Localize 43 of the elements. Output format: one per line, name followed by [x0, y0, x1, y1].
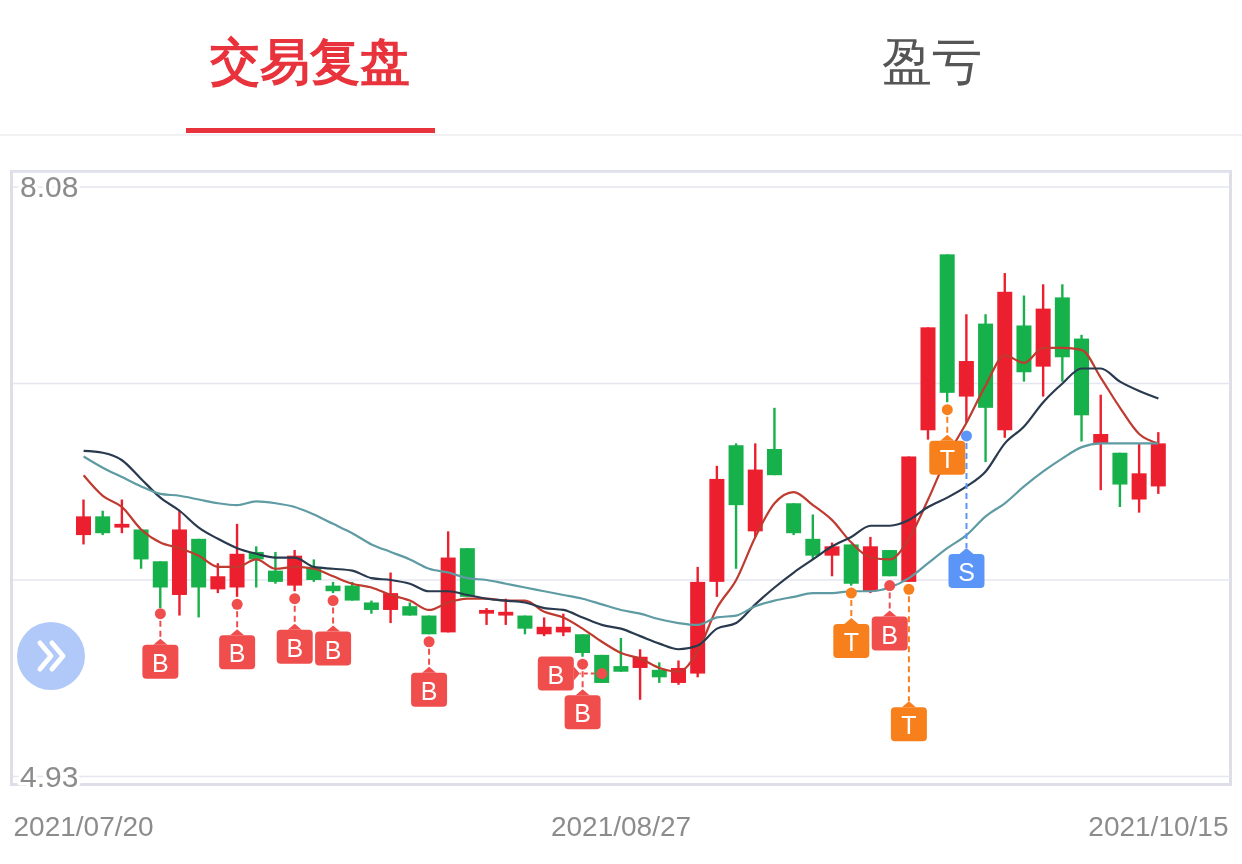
data-label: T: [843, 628, 859, 657]
data-label: B: [152, 648, 169, 677]
point: [941, 404, 953, 416]
candlestick: [651, 661, 667, 685]
data-label: B: [228, 639, 246, 668]
candlestick: [76, 498, 91, 546]
x-tick-label: 2021/10/15: [1088, 810, 1229, 842]
point: [231, 598, 243, 610]
data-label: B: [420, 676, 438, 705]
x-tick-label: 2021/08/27: [550, 810, 692, 842]
data-label: B: [324, 635, 342, 664]
point: [154, 608, 166, 620]
candlestick: [114, 498, 130, 535]
data-label: B: [574, 699, 591, 728]
data-label: T: [939, 444, 955, 473]
point: [289, 593, 301, 605]
candlestick: [344, 580, 360, 602]
data-label: B: [881, 620, 899, 649]
candlestick: [210, 561, 226, 595]
candlestick: [536, 616, 552, 638]
point: [884, 580, 896, 592]
point: [327, 595, 339, 607]
candlestick: [267, 550, 283, 585]
text: 盈亏: [881, 32, 983, 93]
data-label: T: [901, 711, 917, 740]
candlestick: [575, 633, 591, 658]
point: [960, 430, 972, 442]
data-label: S: [958, 557, 975, 586]
candlestick: [613, 636, 629, 673]
y-tick-label: 8.08: [20, 170, 79, 204]
candlestick: [805, 513, 821, 561]
data-label: B: [286, 633, 304, 662]
point: [845, 587, 857, 599]
point: [903, 583, 915, 595]
data-label: B: [547, 660, 565, 689]
candlestick: [824, 541, 840, 578]
point: [577, 658, 589, 670]
candlestick: [479, 606, 495, 627]
y-tick-label: 4.93: [20, 760, 79, 794]
x-tick-label: 2021/07/20: [13, 810, 154, 842]
point: [423, 636, 435, 648]
candlestick: [95, 509, 111, 537]
chart-title: 交易复盘: [209, 32, 411, 93]
